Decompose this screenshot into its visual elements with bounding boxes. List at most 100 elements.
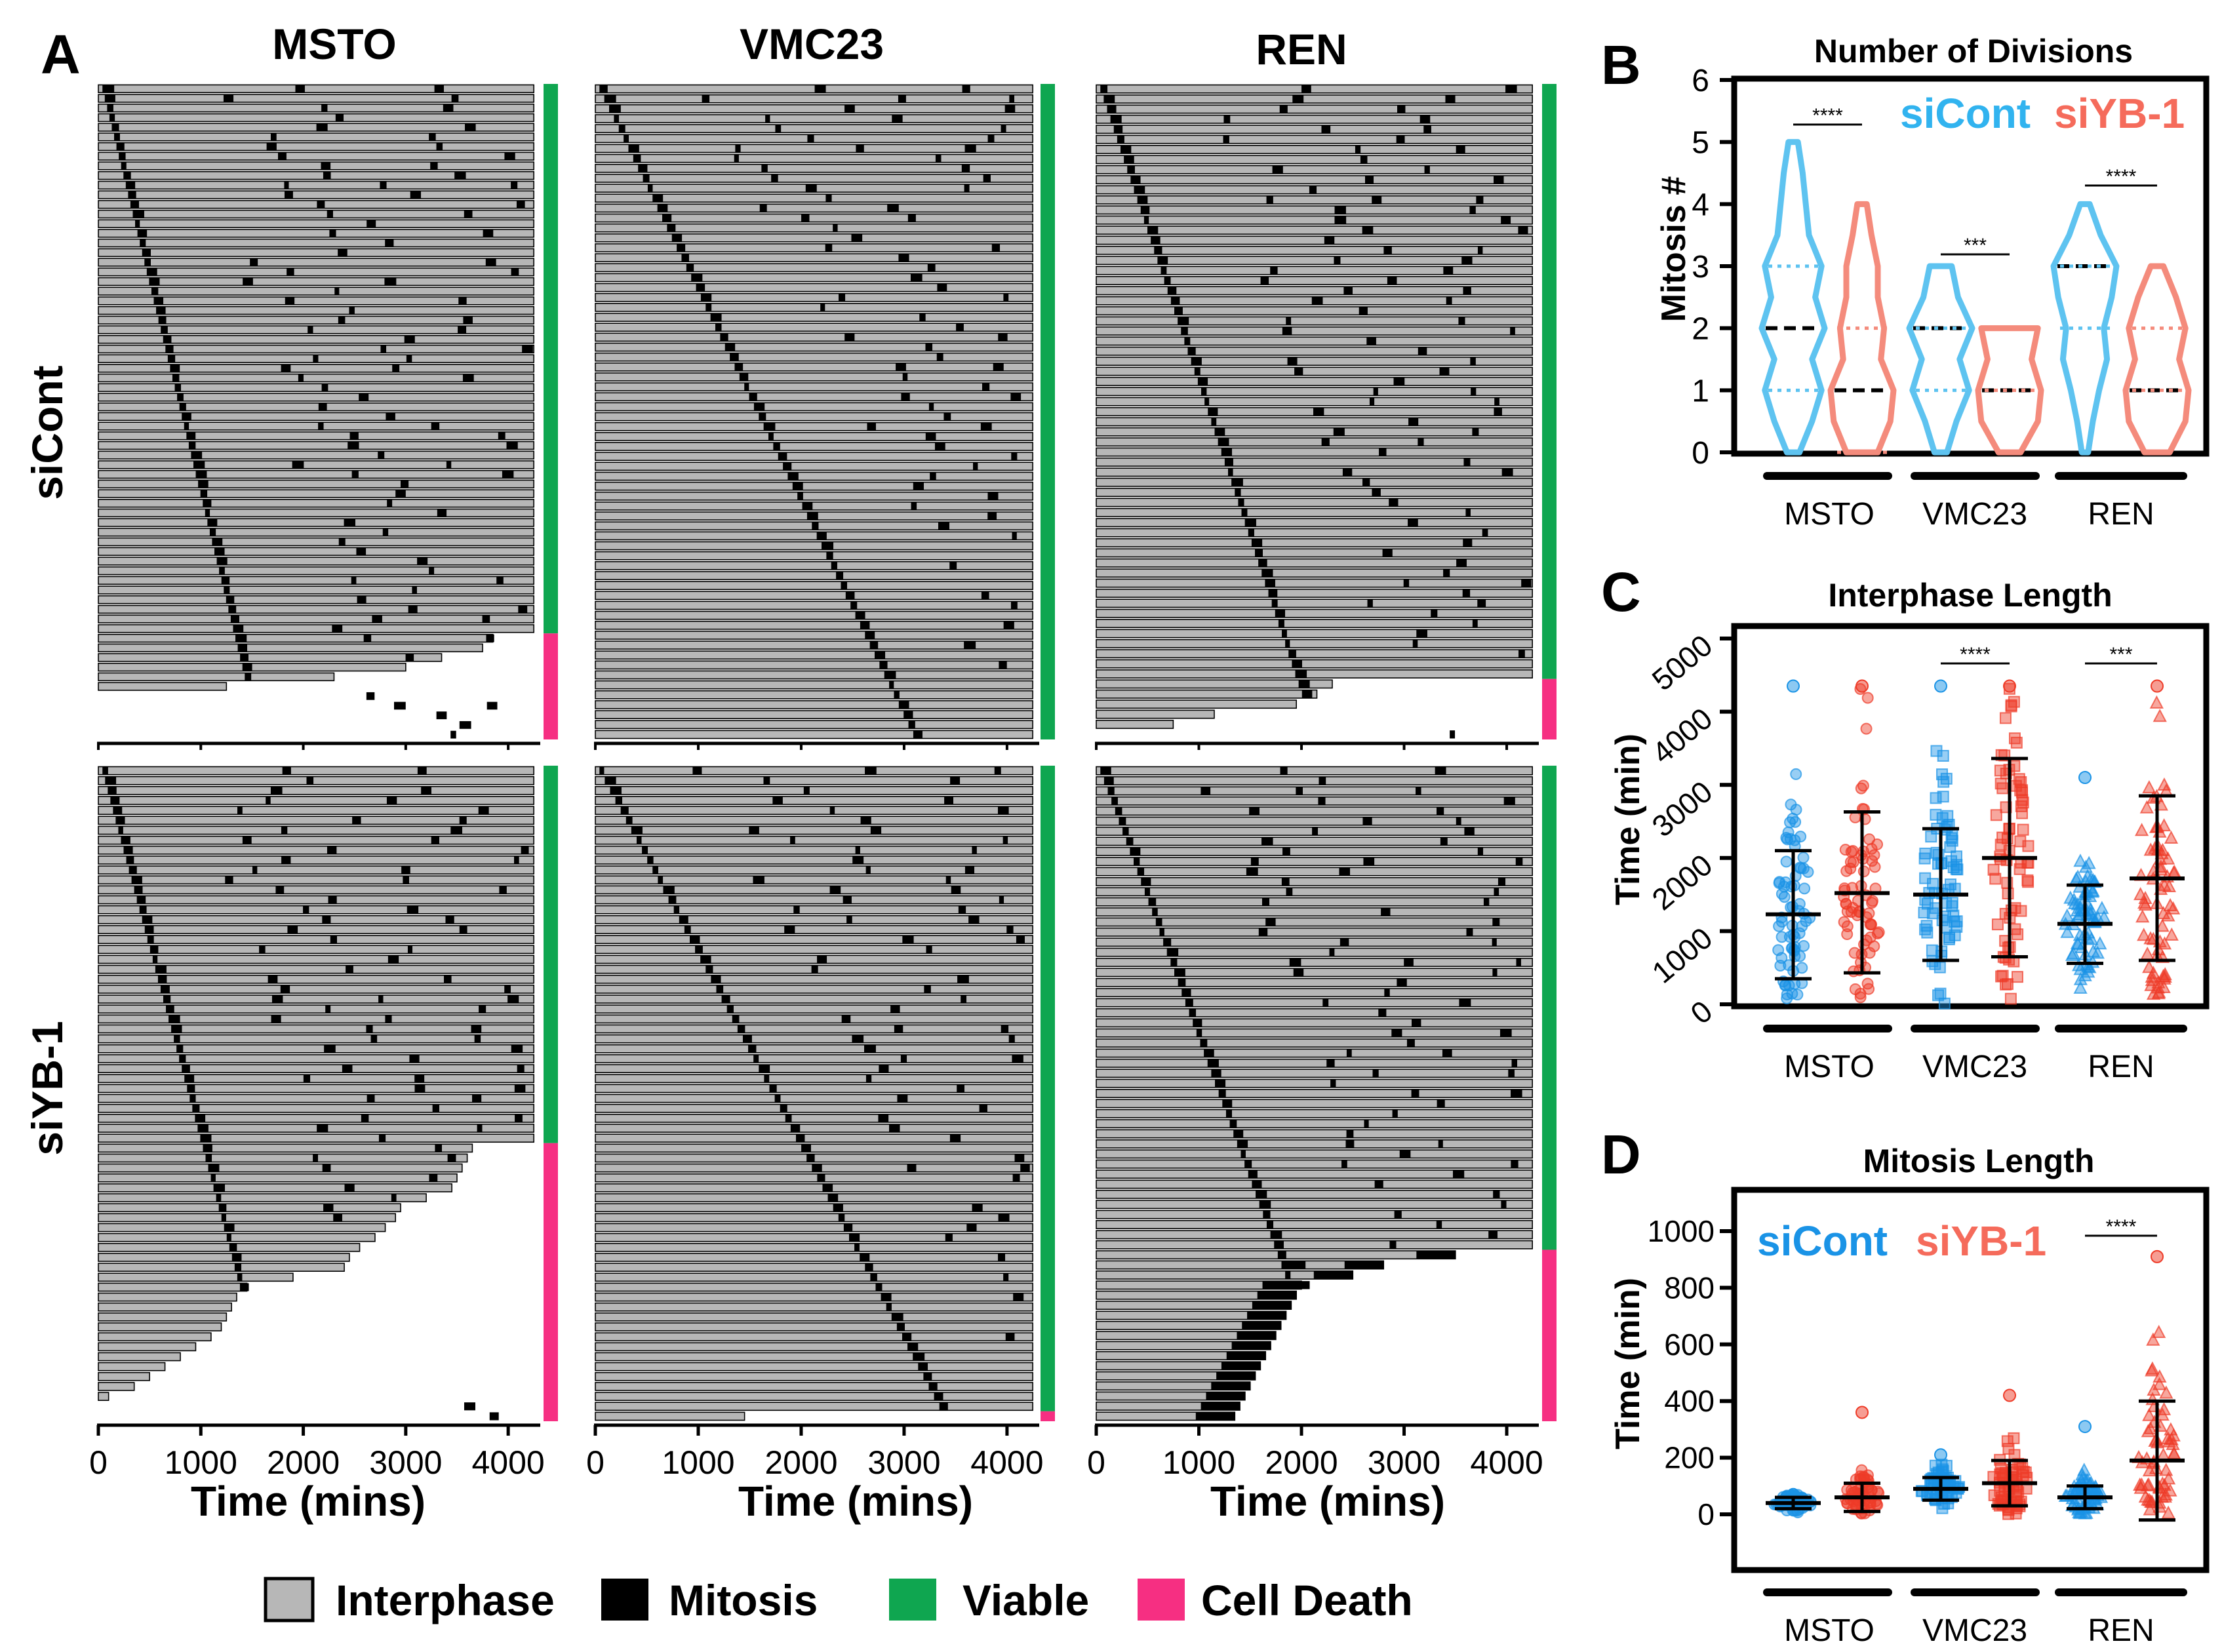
mitosis-mark [1511,1089,1522,1098]
data-point [1780,856,1793,868]
legend-swatch-viable [889,1579,936,1621]
mitosis-mark [445,915,454,924]
mitosis-mark [1508,1069,1515,1078]
interphase-bar [1096,518,1533,528]
mitosis-mark [636,836,642,844]
mitosis-mark [1318,796,1326,805]
mitosis-mark [1221,448,1233,456]
mitosis-mark [772,796,783,805]
interphase-bar [98,566,534,576]
interphase-bar [595,1193,1033,1202]
interphase-bar [98,1074,534,1084]
timeline-subpanel [1095,84,1557,750]
mitosis-mark [1141,877,1151,886]
interphase-bar [1096,1320,1282,1330]
y-tick-label: 1000 [1646,920,1719,990]
mitosis-mark [1244,519,1256,527]
interphase-bar [595,1332,1033,1342]
interphase-bar [595,104,1033,113]
interphase-bar [595,163,1033,173]
interphase-bar [98,518,534,527]
significance-label: **** [2106,166,2137,187]
mitosis-mark [998,333,1008,342]
interphase-bar [1096,1240,1533,1249]
mitosis-mark [435,1144,443,1152]
data-point [1934,1448,1947,1462]
mitosis-mark [894,1025,903,1033]
data-point [2160,1430,2175,1445]
mitosis-mark [1152,907,1158,916]
mitosis-mark [1277,1251,1286,1259]
mitosis-mark [1382,549,1393,557]
interphase-bar [1096,528,1533,538]
interphase-bar [98,624,534,633]
y-tick-label: 600 [1664,1328,1715,1362]
mitosis-mark [266,796,271,805]
mitosis-mark [1418,347,1427,355]
y-tick-label: 200 [1664,1441,1715,1475]
mitosis-mark [1170,296,1180,305]
mitosis-mark [924,985,931,993]
mitosis-mark [1482,528,1488,537]
interphase-bar [1096,806,1533,816]
mitosis-mark [126,856,134,864]
data-point [2004,993,2017,1005]
mitosis-mark [851,233,863,242]
mitosis-mark [130,200,140,208]
mitosis-mark [158,316,167,324]
interphase-bar [1096,679,1333,689]
data-point [2008,1432,2020,1444]
mitosis-mark [298,374,304,382]
interphase-bar [595,885,1033,895]
interphase-bar [98,393,534,402]
interphase-bar [1096,235,1533,245]
mitosis-mark [405,654,414,661]
data-point [2142,779,2156,794]
mitosis-mark [284,191,293,199]
mitosis-mark [1494,407,1502,416]
mitosis-mark [615,796,623,805]
interphase-bar [595,571,1033,580]
interphase-bar [98,845,534,855]
mitosis-mark [328,895,337,904]
interphase-bar [1096,836,1533,846]
data-point [2080,959,2095,973]
interphase-bar [595,1173,1033,1183]
mitosis-mark [1446,296,1452,305]
mitosis-mark [1458,317,1465,325]
mitosis-mark [972,846,977,854]
interphase-bar [595,1392,1033,1401]
interphase-bar [98,576,534,585]
legend-swatch-cell-death [1138,1579,1185,1621]
mitosis-mark [1181,326,1188,336]
y-tick-label: 6 [1692,64,1709,98]
mitosis-mark [1372,488,1381,497]
x-tick-label: 3000 [1368,1444,1440,1481]
mitosis-mark [1362,226,1374,235]
data-point [2005,700,2017,713]
mitosis-mark [417,766,427,775]
interphase-bar [1096,306,1533,316]
mitosis-mark [695,945,703,954]
interphase-bar [595,114,1033,123]
violin [1906,263,1975,456]
mitosis-mark [841,581,848,590]
violin [1975,325,2044,456]
mitosis-mark [1498,877,1506,886]
mitosis-mark [443,104,454,112]
interphase-bar [595,650,1033,660]
mitosis-mark [1344,1261,1384,1269]
mitosis-mark [1334,216,1347,224]
interphase-bar [595,442,1033,451]
data-point [1996,1471,2009,1484]
interphase-bar [595,985,1033,994]
data-point [2017,823,2029,836]
interphase-bar [98,835,534,845]
data-point [2082,856,2096,869]
mitosis-mark [153,297,164,305]
interphase-bar [1096,1189,1533,1199]
mitosis-mark [869,641,879,650]
mitosis-mark [114,133,120,141]
mitosis-mark [702,94,710,103]
interphase-bar [98,1034,534,1044]
